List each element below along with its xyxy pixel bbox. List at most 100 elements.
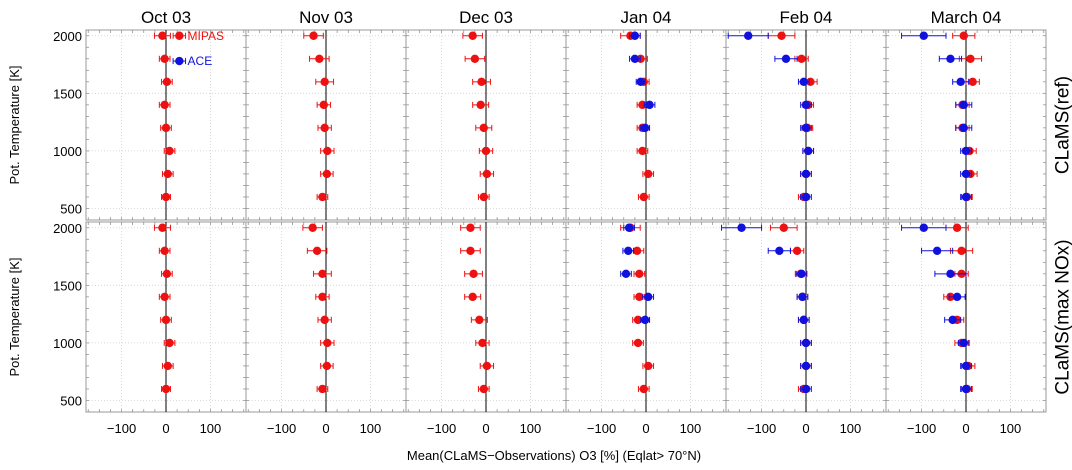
mipas-point	[160, 292, 169, 302]
ace-point	[919, 223, 928, 232]
x-tick-label: 0	[802, 421, 809, 436]
ace-point	[961, 169, 971, 179]
mipas-point	[160, 54, 169, 63]
mipas-point	[639, 192, 648, 202]
mipas-point	[323, 146, 332, 156]
mipas-point	[161, 315, 171, 325]
mipas-point	[644, 169, 653, 179]
ace-point	[959, 100, 968, 110]
x-tick-label: 100	[200, 421, 222, 436]
mipas-point	[162, 77, 172, 87]
y-tick-label: 1500	[53, 86, 82, 101]
mipas-point	[466, 246, 475, 255]
panel: −100 0 100 500 1000 1500 2000	[53, 221, 247, 436]
mipas-point	[163, 361, 172, 371]
panel	[725, 29, 887, 221]
ace-point	[932, 246, 942, 255]
mipas-point	[479, 123, 488, 133]
y-tick-label: 1000	[53, 336, 82, 351]
x-tick-label: 0	[322, 421, 329, 436]
y-tick-label: 500	[60, 201, 82, 216]
mipas-point	[318, 384, 327, 394]
ace-point	[959, 123, 968, 133]
mipas-point	[957, 246, 966, 255]
ace-point	[630, 54, 640, 63]
ace-point	[737, 223, 746, 232]
mipas-point	[158, 223, 167, 232]
ace-point	[961, 146, 971, 156]
mipas-point	[633, 315, 643, 325]
mipas-point	[161, 123, 171, 133]
mipas-point	[644, 361, 653, 371]
mipas-point	[632, 246, 642, 255]
column-titles: Oct 03 Nov 03 Dec 03 Jan 04 Feb 04 March 04	[141, 8, 1001, 27]
mipas-point	[165, 146, 174, 156]
legend-marker	[175, 31, 184, 40]
x-tick-label: −100	[107, 421, 136, 436]
ace-point	[946, 54, 955, 63]
mipas-point	[162, 269, 172, 279]
mipas-point	[639, 384, 648, 394]
y-tick-label: 2000	[53, 29, 82, 44]
mipas-point	[482, 169, 492, 179]
mipas-point	[968, 77, 977, 87]
mipas-point	[322, 169, 332, 179]
y-tick-label: 1000	[53, 144, 82, 159]
x-tick-label: −100	[427, 421, 456, 436]
mipas-point	[777, 31, 786, 40]
ace-point	[797, 269, 806, 279]
mipas-point	[478, 338, 487, 348]
mipas-point	[635, 292, 644, 302]
y-axis-label: Pot. Temperature [K]	[7, 258, 22, 377]
panel: −100 0 100	[885, 221, 1047, 436]
x-tick-label: 100	[680, 421, 702, 436]
y-axis-labels: Pot. Temperature [K] Pot. Temperature [K]	[7, 66, 22, 377]
legend-marker	[175, 56, 184, 66]
x-tick-label: 0	[962, 421, 969, 436]
ace-point	[799, 315, 808, 325]
ace-point	[804, 146, 813, 156]
mipas-point	[158, 31, 167, 40]
x-tick-label: 0	[642, 421, 649, 436]
ace-point	[961, 192, 971, 202]
mipas-point	[318, 292, 327, 302]
ace-point	[952, 292, 962, 302]
mipas-point	[309, 31, 318, 40]
ace-point	[645, 100, 654, 110]
ace-point	[948, 315, 957, 325]
mipas-point	[479, 384, 488, 394]
mipas-point	[320, 315, 329, 325]
mipas-point	[323, 338, 332, 348]
ace-point	[919, 31, 928, 40]
mipas-point	[161, 192, 171, 202]
mipas-point	[959, 31, 968, 40]
x-tick-label: 100	[1000, 421, 1022, 436]
ace-point	[801, 384, 811, 394]
panel: −100 0 100	[721, 221, 887, 436]
mipas-point	[160, 100, 169, 110]
mipas-point	[318, 192, 327, 202]
ace-point	[801, 361, 811, 371]
column-title: Dec 03	[459, 8, 513, 27]
mipas-point	[475, 315, 484, 325]
mipas-point	[476, 100, 485, 110]
mipas-point	[633, 338, 643, 348]
ace-point	[781, 54, 791, 63]
mipas-point	[320, 123, 329, 133]
mipas-point	[966, 54, 975, 63]
ace-point	[630, 31, 640, 40]
ace-point	[621, 269, 631, 279]
y-tick-label: 500	[60, 393, 82, 408]
row-labels: CLaMS(ref) CLaMS(max NOx)	[1053, 76, 1072, 395]
mipas-point	[635, 269, 644, 279]
row-label: CLaMS(ref)	[1053, 76, 1072, 174]
legend-label: ACE	[188, 54, 213, 68]
x-axis-label: Mean(CLaMS−Observations) O3 [%] (Eqlat> …	[407, 448, 701, 463]
mipas-point	[319, 100, 328, 110]
mipas-point	[470, 54, 480, 63]
mipas-point	[315, 54, 324, 63]
y-tick-label: 2000	[53, 221, 82, 236]
mipas-point	[312, 246, 322, 255]
ace-point	[801, 169, 811, 179]
